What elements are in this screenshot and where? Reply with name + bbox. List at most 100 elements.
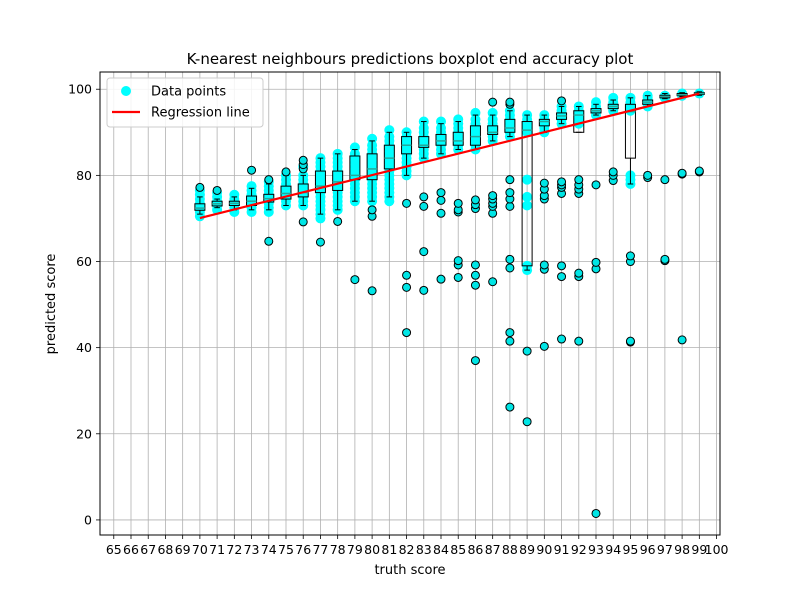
x-tick-label: 74 bbox=[261, 542, 277, 557]
box-outlier bbox=[574, 336, 584, 346]
box-outlier bbox=[470, 260, 480, 270]
x-tick-label: 69 bbox=[175, 542, 191, 557]
x-tick-label: 70 bbox=[192, 542, 208, 557]
box-body bbox=[435, 133, 447, 146]
box-outlier bbox=[488, 97, 498, 107]
box-outlier bbox=[436, 188, 446, 198]
x-tick-label: 81 bbox=[381, 542, 397, 557]
box-outlier bbox=[557, 177, 567, 187]
box-outlier bbox=[470, 280, 480, 290]
box-body bbox=[280, 185, 292, 200]
box-body bbox=[383, 144, 395, 170]
x-tick-label: 67 bbox=[140, 542, 156, 557]
x-tick-label: 92 bbox=[571, 542, 587, 557]
x-tick-label: 71 bbox=[209, 542, 225, 557]
box-body bbox=[487, 125, 499, 135]
x-tick-label: 99 bbox=[691, 542, 707, 557]
legend-label: Data points bbox=[151, 85, 226, 100]
box-outlier bbox=[298, 155, 308, 165]
box-body bbox=[332, 170, 344, 191]
box-outlier bbox=[315, 237, 325, 247]
box-outlier bbox=[436, 274, 446, 284]
x-tick-label: 65 bbox=[106, 542, 122, 557]
data-point bbox=[522, 174, 533, 185]
box-outlier bbox=[402, 282, 412, 292]
box-outlier bbox=[539, 178, 549, 188]
y-tick-label: 100 bbox=[68, 82, 92, 97]
box-outlier bbox=[488, 277, 498, 287]
x-tick-label: 72 bbox=[226, 542, 242, 557]
axes-frame bbox=[99, 71, 721, 536]
box-outlier bbox=[694, 166, 704, 176]
box-body bbox=[194, 203, 206, 211]
x-tick-label: 77 bbox=[312, 542, 328, 557]
box-outlier bbox=[436, 208, 446, 218]
box-outlier bbox=[591, 257, 601, 267]
chart-title: K-nearest neighbours predictions boxplot… bbox=[187, 50, 634, 68]
box-outlier bbox=[247, 165, 257, 175]
box-outlier bbox=[591, 508, 601, 518]
box-outlier bbox=[505, 263, 515, 273]
x-tick-label: 78 bbox=[330, 542, 346, 557]
box-outlier bbox=[402, 198, 412, 208]
box-outlier bbox=[436, 195, 446, 205]
box-body bbox=[538, 118, 550, 127]
box-outlier bbox=[367, 205, 377, 215]
x-tick-label: 76 bbox=[295, 542, 311, 557]
data-point bbox=[522, 191, 533, 202]
box-outlier bbox=[625, 251, 635, 261]
y-tick-label: 80 bbox=[76, 168, 92, 183]
y-tick-label: 20 bbox=[76, 426, 92, 441]
box-outlier bbox=[522, 346, 532, 356]
box-outlier bbox=[677, 335, 687, 345]
box-outlier bbox=[591, 180, 601, 190]
x-tick-label: 86 bbox=[467, 542, 483, 557]
box-outlier bbox=[539, 260, 549, 270]
box-outlier bbox=[419, 247, 429, 257]
x-tick-label: 95 bbox=[622, 542, 638, 557]
x-tick-label: 75 bbox=[278, 542, 294, 557]
box-outlier bbox=[574, 175, 584, 185]
x-tick-label: 84 bbox=[433, 542, 449, 557]
box-outlier bbox=[453, 198, 463, 208]
box-outlier bbox=[557, 261, 567, 271]
box-outlier bbox=[402, 328, 412, 338]
y-tick-label: 40 bbox=[76, 340, 92, 355]
x-tick-label: 90 bbox=[536, 542, 552, 557]
box-outlier bbox=[608, 167, 618, 177]
box-outlier bbox=[488, 191, 498, 201]
box-outlier bbox=[574, 268, 584, 278]
box-body bbox=[521, 121, 533, 267]
box-outlier bbox=[470, 195, 480, 205]
x-axis-label: truth score bbox=[374, 563, 445, 578]
box-outlier bbox=[505, 336, 515, 346]
box-outlier bbox=[557, 334, 567, 344]
x-tick-label: 98 bbox=[674, 542, 690, 557]
x-tick-label: 88 bbox=[502, 542, 518, 557]
box-outlier bbox=[660, 254, 670, 264]
box-outlier bbox=[195, 182, 205, 192]
box-outlier bbox=[643, 170, 653, 180]
x-tick-label: 66 bbox=[123, 542, 139, 557]
x-tick-label: 100 bbox=[705, 542, 729, 557]
box-body bbox=[624, 103, 636, 159]
box-body bbox=[504, 118, 516, 133]
x-tick-label: 97 bbox=[657, 542, 673, 557]
box-body bbox=[469, 125, 481, 146]
box-outlier bbox=[402, 270, 412, 280]
legend-box bbox=[106, 77, 264, 128]
box-outlier bbox=[419, 192, 429, 202]
box-outlier bbox=[660, 175, 670, 185]
box-outlier bbox=[505, 328, 515, 338]
box-outlier bbox=[367, 286, 377, 296]
x-tick-label: 96 bbox=[640, 542, 656, 557]
legend-label: Regression line bbox=[151, 106, 250, 121]
box-outlier bbox=[212, 185, 222, 195]
box-outlier bbox=[470, 270, 480, 280]
box-body bbox=[418, 136, 430, 148]
box-outlier bbox=[298, 217, 308, 227]
box-outlier bbox=[677, 168, 687, 178]
box-outlier bbox=[505, 201, 515, 211]
box-outlier bbox=[505, 254, 515, 264]
box-outlier bbox=[453, 272, 463, 282]
